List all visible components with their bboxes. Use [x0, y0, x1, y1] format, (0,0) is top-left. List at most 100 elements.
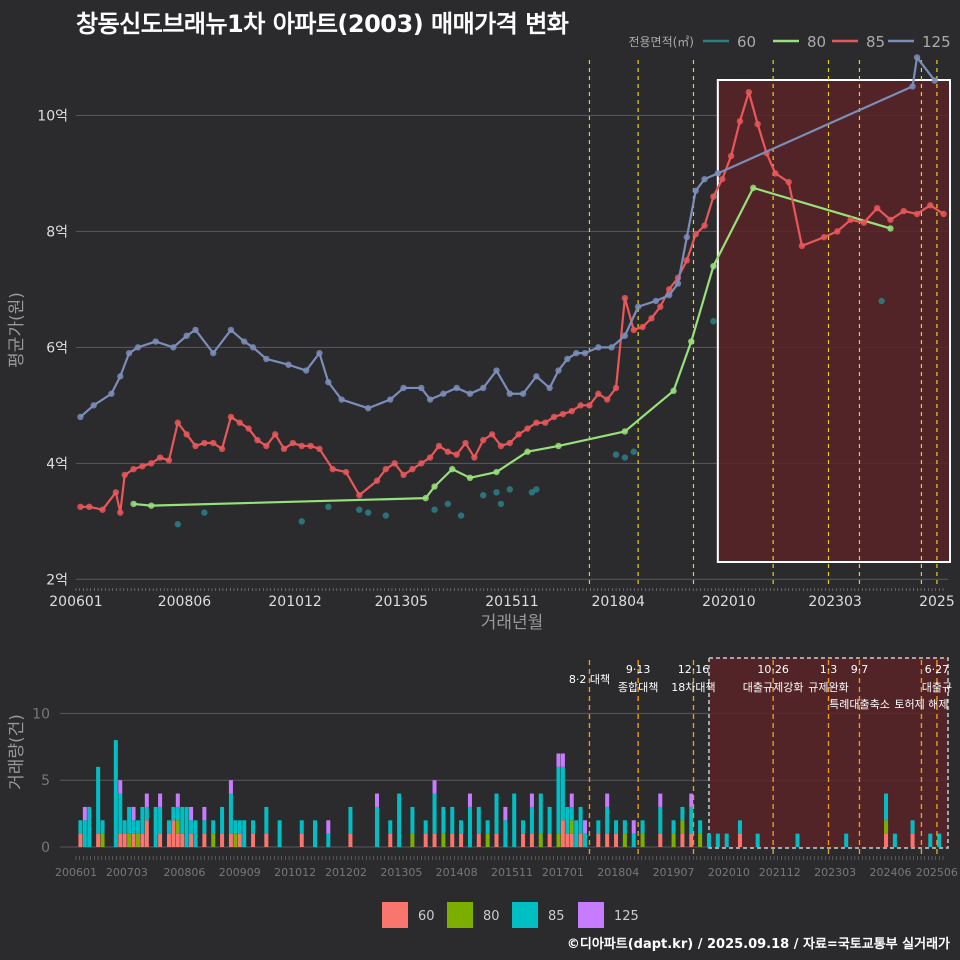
series-line-125: [79, 56, 936, 418]
data-point-125: [546, 384, 553, 392]
volume-bar-125: [118, 780, 123, 794]
volume-bar-60: [228, 833, 233, 847]
volume-bar-125: [556, 753, 561, 767]
volume-bar-60: [521, 833, 526, 847]
volume-bar-60: [78, 833, 83, 847]
volume-bar-80: [410, 833, 415, 847]
data-point-125: [581, 349, 589, 357]
data-point-85: [382, 465, 390, 473]
volume-bar-125: [326, 820, 331, 834]
volume-bar-80: [441, 833, 446, 847]
volume-bar-85: [578, 806, 583, 834]
series-125: [77, 54, 938, 421]
data-point-125: [564, 355, 571, 363]
volume-bar-85: [937, 833, 942, 847]
volume-bar-80: [680, 820, 685, 834]
data-point-85: [174, 419, 182, 426]
series-80: [130, 184, 894, 509]
volume-y-tick-label: 0: [41, 840, 50, 856]
volume-bar-80: [671, 833, 676, 847]
volume-bar-125: [144, 793, 149, 807]
volume-bar-80: [211, 833, 216, 847]
volume-bar-85: [233, 820, 238, 834]
legend-label-60: 60: [737, 33, 756, 51]
data-point-80: [688, 338, 695, 345]
data-point-125: [125, 349, 133, 357]
volume-bar-85: [100, 820, 105, 834]
data-point-85: [785, 178, 792, 186]
volume-bar-85: [135, 820, 140, 834]
data-point-80: [750, 184, 757, 192]
volume-bar-85: [706, 833, 711, 847]
data-point-85: [648, 315, 655, 322]
data-point-85: [480, 436, 487, 444]
data-point-85: [112, 489, 120, 496]
data-point-125: [108, 390, 115, 397]
volume-bar-85: [82, 820, 87, 847]
volume-bar-85: [184, 806, 189, 847]
price-y-tick-label: 4억: [46, 456, 68, 472]
volume-bar-125: [131, 806, 136, 821]
volume-bar-85: [220, 806, 225, 834]
data-point-125: [117, 373, 124, 380]
policy-label: 토허제 해제: [894, 697, 948, 711]
volume-bar-60: [569, 833, 574, 847]
data-point-85: [515, 431, 522, 438]
data-point-80: [555, 442, 562, 450]
volume-bar-85: [556, 766, 561, 834]
data-point-85: [621, 294, 629, 302]
data-point-125: [493, 367, 500, 374]
price-x-tick-label: 201012: [268, 594, 321, 610]
data-point-85: [86, 503, 93, 511]
data-point-60: [621, 454, 629, 461]
data-point-125: [595, 344, 602, 351]
data-point-125: [519, 390, 527, 397]
legend-label-60: 60: [418, 909, 435, 924]
policy-label: 8·2 대책: [569, 673, 610, 686]
volume-bar-60: [459, 833, 464, 847]
data-point-85: [444, 448, 452, 455]
data-point-125: [418, 384, 425, 392]
data-point-85: [541, 419, 549, 426]
data-point-85: [271, 431, 279, 438]
data-point-85: [400, 471, 407, 479]
data-point-125: [134, 344, 142, 351]
data-point-125: [227, 326, 235, 334]
volume-y-tick-label: 10: [32, 706, 50, 722]
data-point-85: [391, 460, 398, 467]
volume-bar-85: [680, 806, 685, 821]
volume-y-ticks: 0 5 10: [32, 706, 50, 856]
volume-bar-85: [476, 806, 481, 834]
volume-bar-60: [658, 833, 663, 847]
volume-bar-125: [583, 820, 588, 834]
price-x-tick-label: 201305: [375, 594, 428, 610]
data-point-85: [639, 323, 646, 331]
data-point-125: [325, 378, 332, 386]
volume-x-tick-label: 201907: [653, 866, 695, 879]
data-point-80: [449, 465, 456, 473]
volume-x-tick-label: 201305: [380, 866, 422, 879]
volume-bar-80: [622, 833, 627, 847]
policy-label: 18차대책: [671, 681, 715, 694]
data-point-125: [249, 344, 257, 351]
volume-bar-125: [175, 793, 180, 807]
data-point-85: [210, 439, 217, 447]
data-point-80: [422, 494, 429, 502]
volume-bar-80: [698, 833, 703, 847]
volume-bar-85: [140, 806, 145, 834]
data-point-85: [940, 210, 947, 218]
volume-bar-125: [631, 820, 636, 834]
data-point-85: [254, 436, 261, 444]
volume-bar-60: [605, 833, 610, 847]
series-85: [77, 88, 947, 516]
data-point-85: [471, 454, 478, 461]
volume-bar-60: [432, 833, 437, 847]
volume-bar-85: [795, 833, 800, 847]
data-point-85: [745, 88, 753, 96]
volume-bar-125: [158, 793, 163, 807]
data-point-80: [130, 500, 137, 508]
volume-bar-60: [166, 833, 171, 847]
data-point-60: [174, 521, 182, 528]
volume-bar-60: [180, 833, 185, 847]
data-point-85: [218, 445, 226, 453]
